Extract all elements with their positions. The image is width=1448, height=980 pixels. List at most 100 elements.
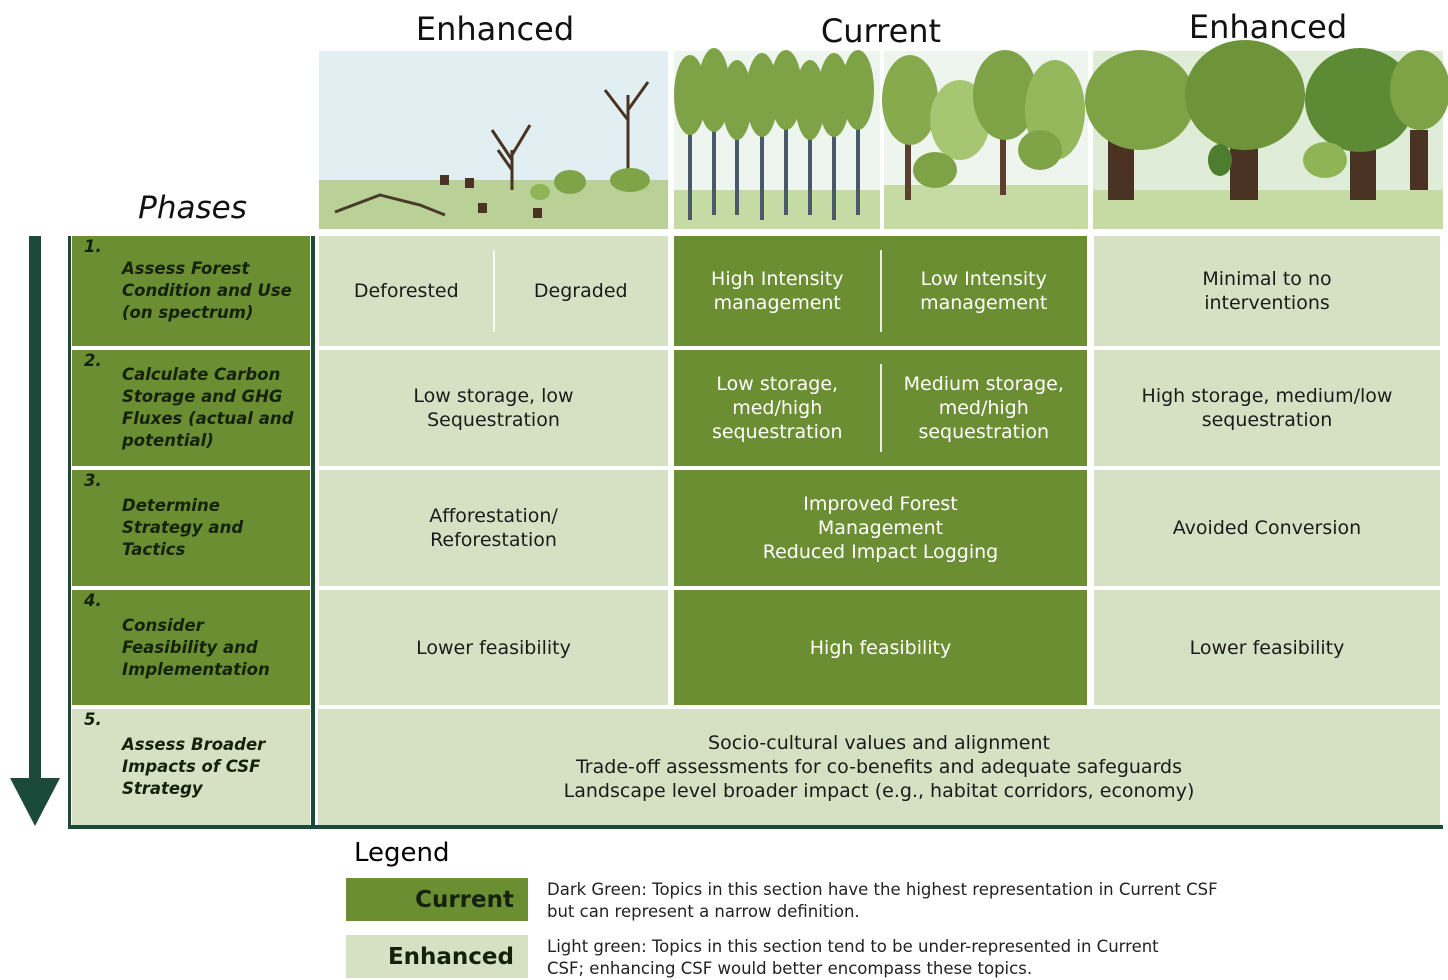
phase-cell: 3. Determine Strategy and Tactics <box>72 470 310 586</box>
cell-bg <box>319 590 668 705</box>
cell-text: High storage, medium/low sequestration <box>1094 350 1440 466</box>
text-line: Minimal to no <box>1202 268 1332 290</box>
cell-divider <box>879 250 882 332</box>
text-line: Implementation <box>122 659 270 679</box>
text-line: Lower feasibility <box>416 636 571 659</box>
cell-bg <box>318 709 1440 825</box>
text-line: sequestration <box>918 421 1050 443</box>
cell-bg <box>319 350 668 466</box>
text-line: management <box>713 292 841 314</box>
text-line: Lower feasibility <box>1189 636 1345 659</box>
text-line: sequestration <box>1201 409 1333 431</box>
phase-text: Calculate Carbon Storage and GHG Fluxes (a… <box>122 364 293 452</box>
illustration-degraded <box>319 51 668 229</box>
cell-text: Minimal to no interventions <box>1094 236 1440 346</box>
phase-text: Assess Forest Condition and Use (on spectr… <box>122 258 292 324</box>
text-line: med/high <box>938 397 1029 419</box>
text-line: Avoided Conversion <box>1172 517 1362 539</box>
text-line: Sequestration <box>427 409 560 431</box>
text-line: Strategy <box>122 779 203 798</box>
legend-description: Light green: Topics in this section tend… <box>547 936 1327 980</box>
text-line: Calculate Carbon <box>122 365 281 384</box>
phase-number: 2. <box>84 351 102 370</box>
phase-cell: 5. Assess Broader Impacts of CSF Strategy <box>72 709 310 825</box>
column-header: Enhanced <box>1188 8 1348 46</box>
phase-number: 3. <box>84 471 102 490</box>
cell-bg <box>1094 350 1440 466</box>
text-line: Improved Forest <box>803 493 958 515</box>
illustration-mixed-forest <box>882 50 1088 229</box>
cell-text: Afforestation/Reforestation <box>319 470 668 586</box>
cell-text: Medium storage, med/high sequestration <box>881 350 1088 466</box>
text-line: Tactics <box>122 540 186 559</box>
illustration-old-growth <box>1085 40 1448 229</box>
text-line: Determine <box>122 496 220 515</box>
legend-title: Legend <box>354 838 450 868</box>
cell-bg <box>319 470 668 586</box>
text-line: interventions <box>1204 292 1330 314</box>
text-line: Reforestation <box>430 529 557 551</box>
legend-description: Dark Green: Topics in this section have … <box>547 879 1327 923</box>
column-header: Current <box>820 12 942 50</box>
text-line: Impacts of CSF <box>122 757 261 776</box>
text-line: Reduced Impact Logging <box>762 541 999 563</box>
phase-cell: 2. Calculate Carbon Storage and GHG Fluxes … <box>72 350 310 466</box>
column-header: Enhanced <box>415 10 575 48</box>
phase-text: Determine Strategy and Tactics <box>122 495 243 561</box>
frame-bottom <box>68 825 1443 829</box>
text-line: Low Intensity <box>920 268 1047 290</box>
cell-text: Low storage, med/high sequestration <box>674 350 881 466</box>
text-line: Low storage, low <box>413 385 574 407</box>
cell-text: High Intensity management <box>674 236 881 346</box>
text-line: High feasibility <box>809 636 952 659</box>
text-line: CSF; enhancing CSF would better encompas… <box>547 959 1033 978</box>
phase-number: 5. <box>84 710 102 729</box>
phase-number: 4. <box>84 591 102 610</box>
cell-text: High feasibility <box>674 590 1087 705</box>
text-line: Dark Green: Topics in this section have … <box>547 880 1218 899</box>
text-line: Afforestation/ <box>429 505 558 527</box>
phase-number: 1. <box>84 237 102 256</box>
illustration-plantation <box>674 48 880 229</box>
text-line: Assess Forest <box>122 259 250 278</box>
text-line: High Intensity <box>711 268 844 290</box>
text-line: potential) <box>122 431 214 450</box>
phase-text: Assess Broader Impacts of CSF Strategy <box>122 734 265 800</box>
phases-title: Phases <box>138 190 247 226</box>
text-line: Fluxes (actual and <box>122 409 294 428</box>
phase-arrow <box>10 236 60 826</box>
text-line: Socio-cultural values and alignment <box>708 732 1050 754</box>
text-line: Degraded <box>533 280 628 302</box>
text-line: Feasibility and <box>122 637 258 657</box>
legend-swatch: Current <box>346 878 528 921</box>
text-line: High storage, medium/low <box>1141 385 1393 407</box>
text-line: Light green: Topics in this section tend… <box>547 937 1159 956</box>
text-line: Low storage, <box>716 373 839 395</box>
cell-text: Avoided Conversion <box>1094 470 1440 586</box>
cell-bg <box>1094 236 1440 346</box>
cell-text: Improved Forest Management Reduced Impact … <box>674 470 1087 586</box>
text-line: Assess Broader <box>122 735 266 754</box>
text-line: Condition and Use <box>122 281 292 300</box>
cell-bg <box>1094 470 1440 586</box>
phase-text: Consider Feasibility and Implementation <box>122 615 270 681</box>
phase-cell: 1. Assess Forest Condition and Use (on spec… <box>72 236 310 346</box>
text-line: management <box>920 292 1048 314</box>
text-line: Deforested <box>353 280 459 302</box>
cell-text: Socio-cultural values and alignment Trade… <box>318 709 1440 825</box>
legend-swatch: Enhanced <box>346 935 528 978</box>
cell-text: Degraded <box>494 236 669 346</box>
frame-left <box>68 236 71 829</box>
cell-bg <box>674 590 1087 705</box>
cell-divider <box>492 250 495 332</box>
text-line: Consider <box>122 615 204 635</box>
text-line: Trade-off assessments for co-benefits an… <box>575 756 1183 778</box>
phase-cell: 4. Consider Feasibility and Implementation <box>72 590 310 705</box>
text-line: but can represent a narrow definition. <box>547 902 860 921</box>
text-line: Management <box>817 517 944 539</box>
text-line: Storage and GHG <box>122 387 283 406</box>
text-line: Strategy and <box>122 518 244 537</box>
cell-text: Low Intensity management <box>881 236 1088 346</box>
